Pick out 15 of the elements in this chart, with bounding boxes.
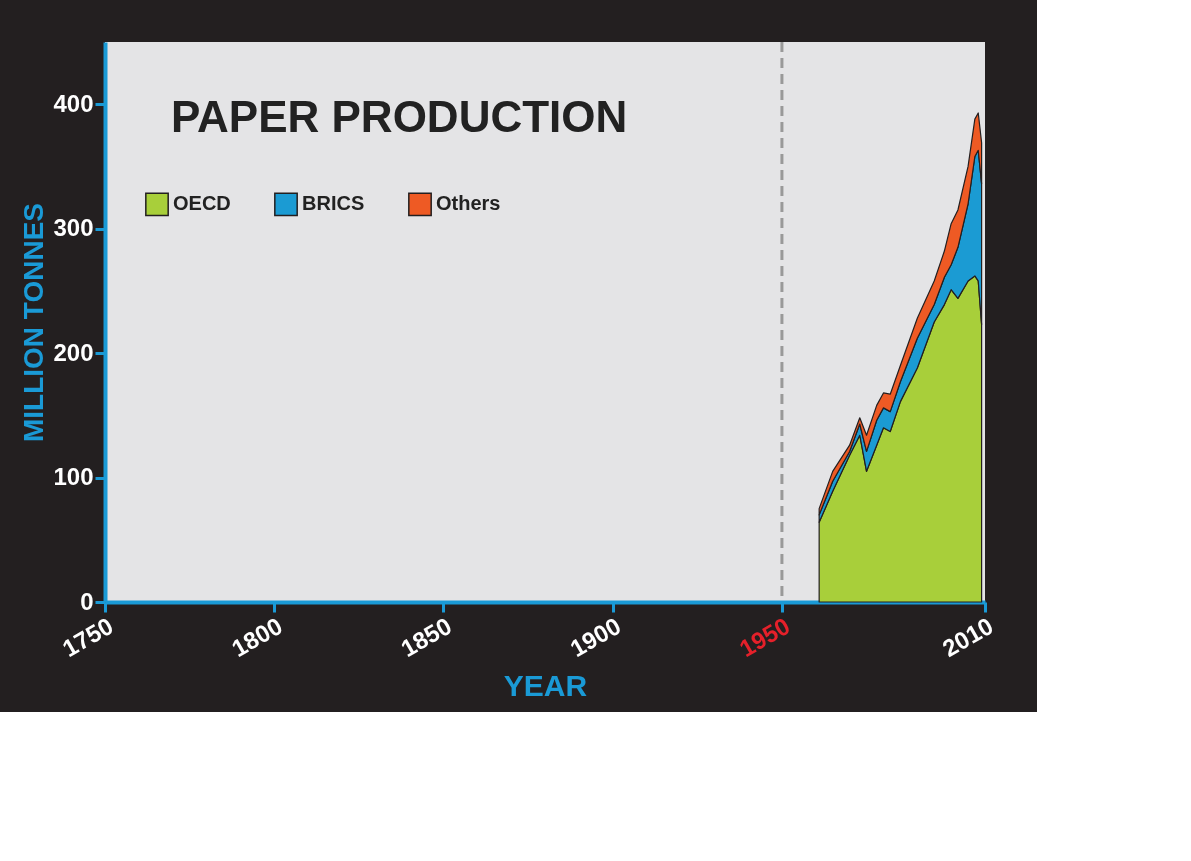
x-tick-label: 1900 [565, 611, 626, 662]
y-tick-label: 100 [53, 463, 94, 491]
y-tick-label: 400 [53, 89, 94, 117]
legend-label: OECD [173, 192, 231, 215]
x-tick-label: 2010 [937, 611, 998, 662]
x-tick-label: 1800 [226, 611, 287, 662]
legend-label: BRICS [302, 192, 365, 215]
x-tick-label: 1850 [396, 611, 456, 662]
y-tick-label: 200 [53, 338, 94, 366]
y-axis-title: MILLION TONNES [18, 202, 50, 443]
text: PAPER PRODUCTION [170, 91, 628, 141]
legend-label: Others [436, 192, 501, 215]
x-tick-label: 1950 [734, 611, 795, 662]
y-tick-label: 300 [53, 214, 94, 242]
x-axis-title: YEAR [503, 668, 588, 702]
